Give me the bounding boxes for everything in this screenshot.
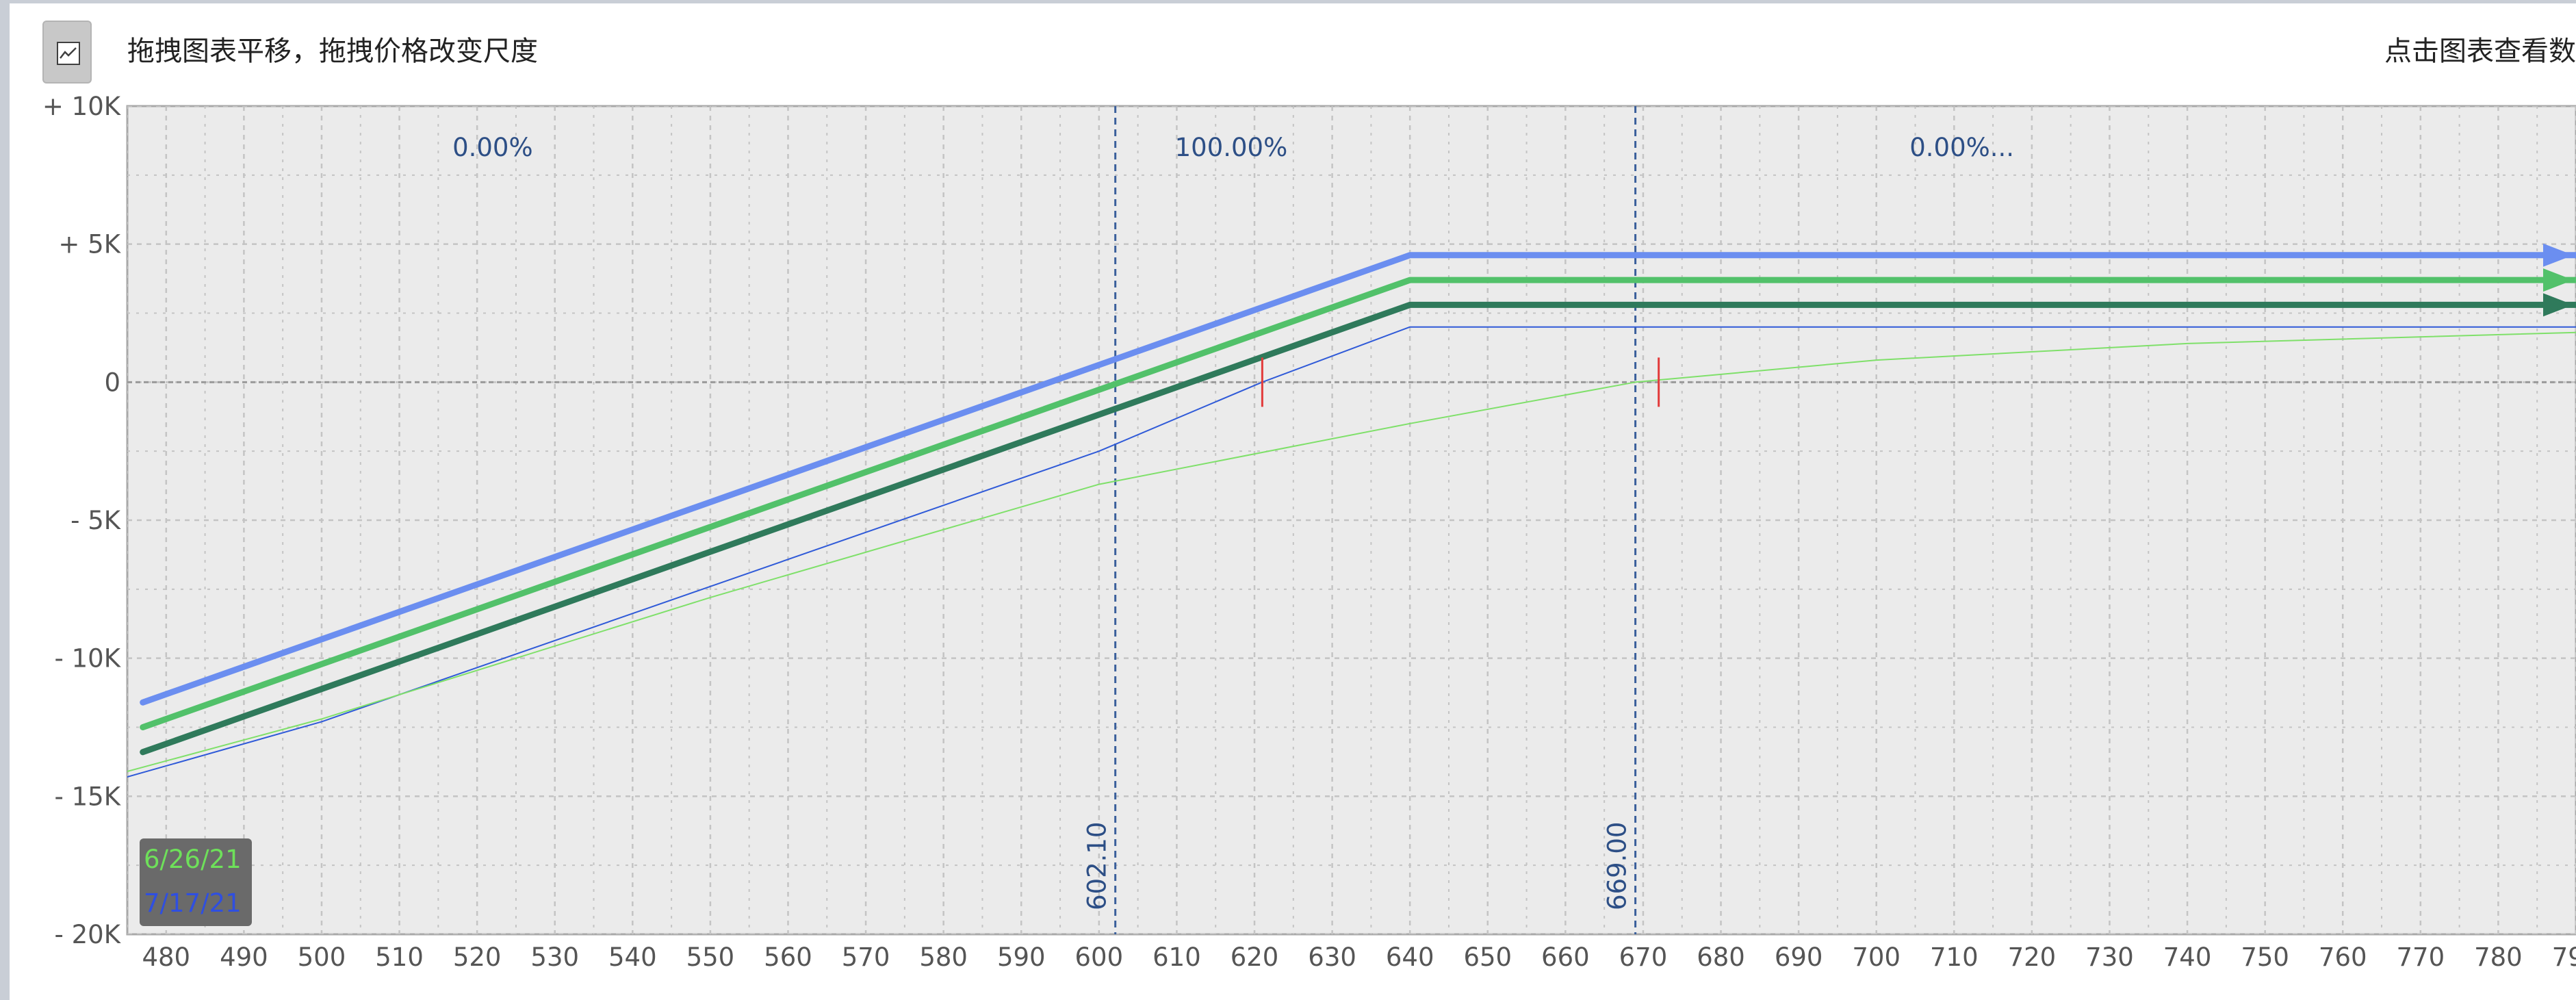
legend-entry: 6/26/21 [144,845,242,874]
x-axis-ticks: 480 490 500 510 520 530 540 550 560 570 580 590 600 6… [142,943,2576,972]
x-tick-label: 520 [453,943,502,972]
x-tick-label: 630 [1308,943,1356,972]
x-tick-label: 500 [298,943,346,972]
window-frame-top [0,0,2576,3]
legend-box [140,838,252,926]
probability-zone-label: 100.00% [1175,133,1288,162]
toolbar: 拖拽图表平移，拖拽价格改变尺度 点击图表查看数据 [10,3,2576,101]
x-tick-label: 480 [142,943,190,972]
y-tick-label: - 15K [55,782,122,811]
x-tick-label: 590 [997,943,1046,972]
series-group [127,243,2576,778]
toolbar-hint-text: 拖拽图表平移，拖拽价格改变尺度 [127,36,538,67]
chart-type-button[interactable] [42,21,92,84]
breakeven-markers [1261,357,1660,407]
x-tick-label: 650 [1463,943,1512,972]
x-tick-label: 570 [842,943,890,972]
x-tick-label: 600 [1075,943,1124,972]
y-tick-label: + 10K [42,92,122,121]
probability-zones: 0.00% 100.00% 0.00%... [452,133,2014,162]
x-tick-label: 790 [2552,943,2576,972]
x-tick-label: 550 [686,943,735,972]
y-axis-ticks: + 10K + 5K 0 - 5K - 10K - 15K - 20K [42,92,122,949]
view-data-link[interactable]: 点击图表查看数据 [2384,36,2576,67]
window-frame-left [0,0,10,1000]
x-tick-label: 510 [375,943,424,972]
x-tick-label: 540 [608,943,657,972]
series-line-3 [140,301,2576,756]
x-tick-label: 660 [1541,943,1590,972]
x-tick-label: 720 [2008,943,2057,972]
series-arrow-2 [2543,268,2573,292]
x-tick-label: 610 [1152,943,1201,972]
grid [127,106,2576,934]
y-tick-label: + 5K [58,230,121,259]
price-line-label: 602.10 [1083,822,1112,910]
plot-area [126,105,2576,936]
x-tick-label: 490 [220,943,268,972]
series-line-1 [140,252,2576,706]
series-arrow-1 [2543,243,2573,267]
y-tick-label: - 5K [70,506,122,535]
y-tick-label: - 20K [55,920,122,949]
legend: 6/26/21 7/17/21 [140,838,252,926]
x-tick-label: 710 [1930,943,1979,972]
x-tick-label: 740 [2163,943,2212,972]
x-tick-label: 780 [2474,943,2523,972]
y-tick-label: 0 [104,368,120,397]
x-tick-label: 560 [764,943,812,972]
x-tick-label: 640 [1386,943,1434,972]
x-tick-label: 580 [919,943,968,972]
x-tick-label: 680 [1697,943,1745,972]
x-tick-label: 690 [1775,943,1823,972]
probability-zone-label: 0.00%... [1909,133,2014,162]
series-line-4 [127,326,2576,778]
series-line-5 [127,331,2576,772]
x-tick-label: 730 [2085,943,2134,972]
price-lines: 602.10 669.00 [1083,106,1637,934]
x-tick-label: 700 [1852,943,1901,972]
x-tick-label: 760 [2319,943,2367,972]
series-arrow-3 [2543,293,2573,317]
chart-image-icon [57,42,80,65]
legend-entry: 7/17/21 [144,888,242,918]
y-tick-label: - 10K [55,644,122,674]
x-tick-label: 530 [530,943,579,972]
x-tick-label: 770 [2397,943,2445,972]
price-line-label: 669.00 [1603,822,1632,910]
probability-zone-label: 0.00% [452,133,533,162]
x-tick-label: 670 [1619,943,1668,972]
series-line-2 [140,277,2576,730]
x-tick-label: 750 [2241,943,2289,972]
x-tick-label: 620 [1231,943,1279,972]
